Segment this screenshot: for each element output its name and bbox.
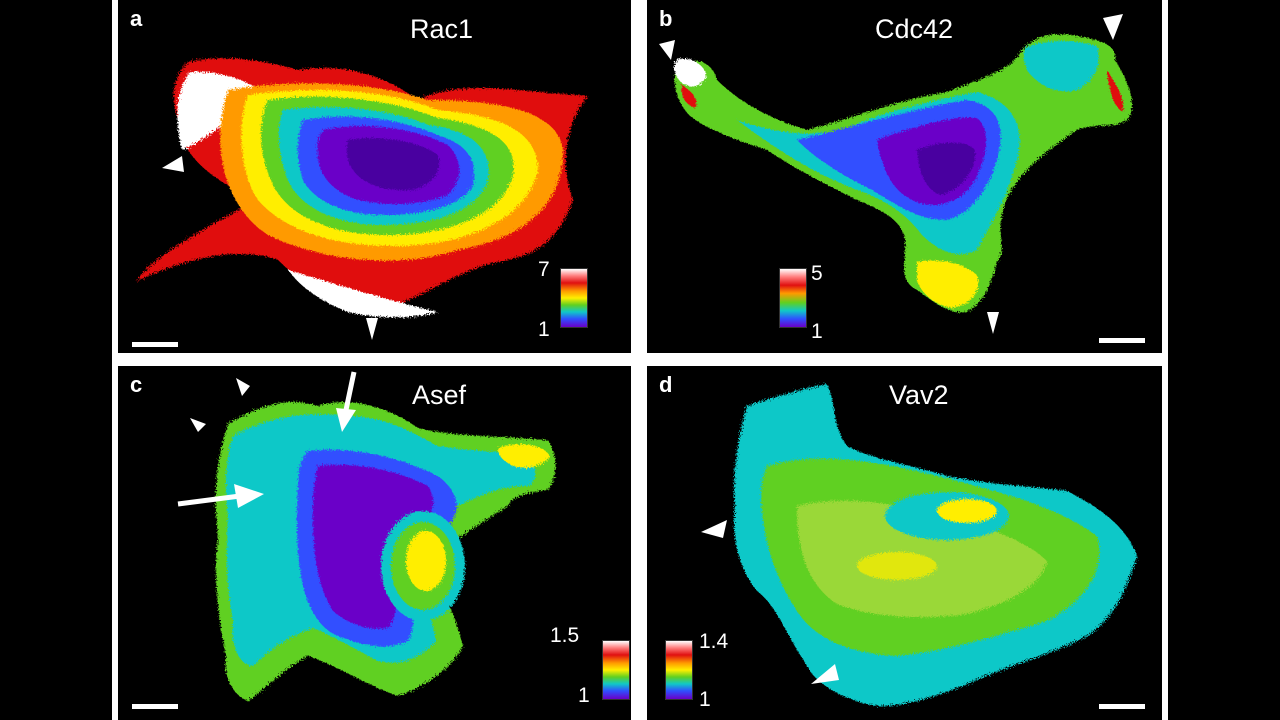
rac1-cell-image bbox=[136, 58, 588, 318]
scale-bar bbox=[1099, 704, 1145, 709]
arrowhead-icon bbox=[811, 664, 839, 684]
arrowhead-icon bbox=[701, 520, 727, 538]
arrowhead-icon bbox=[190, 418, 206, 432]
arrowhead-markers bbox=[659, 14, 1123, 334]
panel-b-cdc42: b Cdc42 bbox=[647, 0, 1162, 353]
arrowhead-markers bbox=[162, 156, 378, 340]
arrowhead-markers bbox=[701, 520, 839, 684]
colorbar-min: 1 bbox=[699, 688, 711, 711]
colorbar-max: 1.4 bbox=[699, 630, 729, 653]
arrow-markers bbox=[177, 371, 357, 508]
asef-cell-image bbox=[215, 402, 556, 701]
colorbar-min: 1 bbox=[811, 320, 823, 343]
colorbar bbox=[779, 268, 807, 328]
arrowhead-icon bbox=[659, 40, 675, 60]
panel-a-rac1: a Rac1 bbox=[118, 0, 631, 353]
scale-bar bbox=[132, 704, 178, 709]
colorbar-max: 7 bbox=[538, 258, 550, 281]
colorbar bbox=[560, 268, 588, 328]
panel-letter: a bbox=[130, 6, 143, 31]
panel-letter: b bbox=[659, 6, 673, 31]
arrow-icon bbox=[336, 371, 357, 432]
colorbar-max: 1.5 bbox=[550, 624, 580, 647]
panel-title: Asef bbox=[412, 380, 467, 410]
arrowhead-icon bbox=[162, 156, 184, 172]
arrowhead-icon bbox=[1103, 14, 1123, 40]
arrowhead-icon bbox=[987, 312, 999, 334]
scale-bar bbox=[132, 342, 178, 347]
arrow-icon bbox=[177, 484, 264, 508]
panel-title: Rac1 bbox=[410, 14, 474, 44]
colorbar-max: 5 bbox=[811, 262, 823, 285]
colorbar-min: 1 bbox=[538, 318, 550, 341]
panel-letter: c bbox=[130, 372, 143, 397]
panel-letter: d bbox=[659, 372, 673, 397]
arrowhead-icon bbox=[366, 318, 378, 340]
panel-d-vav2: d Vav2 1.4 1 bbox=[647, 366, 1162, 720]
arrowhead-icon bbox=[236, 378, 250, 396]
cdc42-cell-image bbox=[674, 34, 1132, 313]
colorbar bbox=[665, 640, 693, 700]
scale-bar bbox=[1099, 338, 1145, 343]
vav2-cell-image bbox=[734, 384, 1137, 706]
panel-c-asef: c Asef bbox=[118, 366, 631, 720]
figure: a Rac1 bbox=[112, 0, 1168, 720]
panel-title: Cdc42 bbox=[875, 14, 954, 44]
colorbar bbox=[602, 640, 630, 700]
colorbar-min: 1 bbox=[578, 684, 590, 707]
panel-title: Vav2 bbox=[889, 380, 949, 410]
